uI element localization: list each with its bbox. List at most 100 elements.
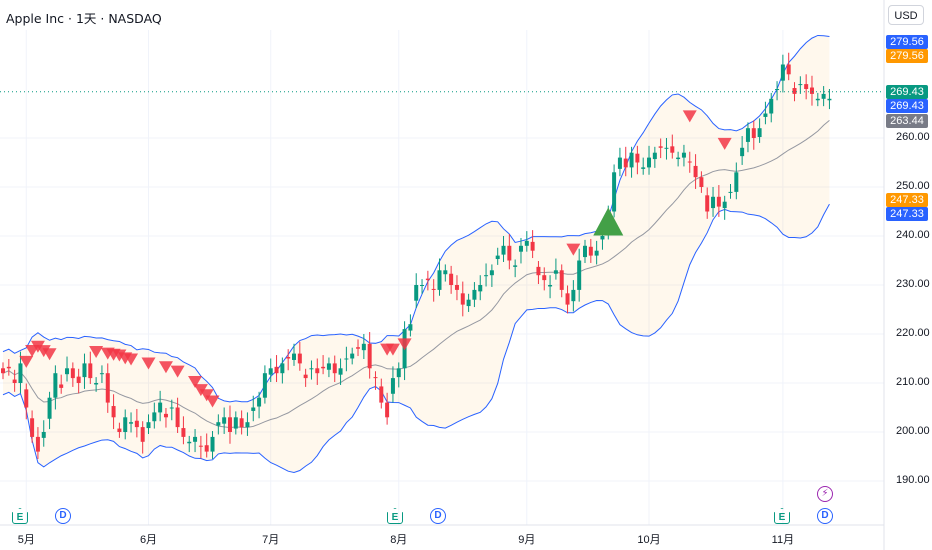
candle — [88, 351, 93, 384]
candle — [111, 394, 116, 430]
candle-body — [740, 147, 745, 157]
candle-body — [1, 368, 5, 374]
candle — [769, 92, 774, 123]
candle — [518, 237, 523, 264]
candle-body — [181, 428, 186, 437]
candle-body — [361, 343, 366, 351]
candle — [652, 146, 657, 168]
candle-body — [815, 98, 820, 101]
signal-markers — [19, 110, 732, 408]
candle — [268, 358, 273, 383]
candle — [495, 247, 500, 265]
sell-signal-marker — [385, 343, 400, 356]
candle-body — [518, 245, 523, 252]
candle — [716, 185, 721, 217]
y-tick-label: 190.00 — [896, 474, 930, 486]
candle — [775, 81, 780, 101]
earnings-event-icon[interactable]: E — [774, 508, 790, 524]
candle — [821, 86, 826, 107]
candle-body — [303, 374, 308, 379]
dividend-event-icon[interactable]: D — [55, 508, 71, 524]
candle — [65, 356, 70, 382]
candle-body — [210, 436, 215, 452]
candle — [47, 391, 52, 430]
candle — [303, 368, 308, 387]
candle-body — [501, 245, 506, 255]
candle-body — [745, 128, 750, 142]
candle — [635, 145, 640, 175]
candle — [676, 151, 681, 167]
candle-body — [59, 384, 64, 388]
price-tag: 279.56 — [886, 49, 928, 64]
split-event-icon[interactable]: ⚡ — [817, 486, 833, 502]
candle — [780, 54, 785, 93]
candle — [356, 339, 361, 357]
candle — [222, 407, 227, 434]
candle-body — [105, 373, 110, 403]
price-candles[interactable] — [1, 52, 832, 459]
candle — [786, 52, 791, 81]
candle — [594, 240, 599, 265]
candle-body — [513, 265, 518, 267]
candle-body — [41, 432, 46, 438]
candle-body — [227, 417, 232, 432]
dividend-event-icon[interactable]: D — [430, 508, 446, 524]
band-lower — [2, 203, 830, 474]
candle — [292, 343, 296, 366]
candle — [396, 362, 401, 388]
earnings-event-icon[interactable]: E — [12, 508, 28, 524]
x-tick-label: 6月 — [139, 534, 158, 546]
candle-body — [472, 289, 477, 300]
candle — [99, 365, 104, 383]
candle — [647, 145, 652, 175]
candle — [216, 414, 221, 435]
candle — [204, 433, 209, 458]
candle-body — [280, 363, 285, 374]
candle — [623, 146, 628, 177]
candle-body — [414, 285, 419, 301]
candle-body — [65, 368, 70, 375]
sell-signal-marker — [141, 357, 156, 370]
candle-body — [699, 177, 704, 187]
candle-body — [274, 366, 279, 374]
candle — [472, 282, 477, 308]
candle — [449, 265, 454, 294]
candle — [687, 151, 692, 173]
candle-body — [623, 158, 628, 168]
dividend-event-icon[interactable]: D — [817, 508, 833, 524]
candle — [792, 82, 797, 102]
candle-body — [711, 196, 716, 209]
chart-grid — [0, 30, 884, 525]
candle-body — [70, 368, 75, 379]
candle — [513, 259, 518, 278]
candle-body — [204, 445, 209, 452]
currency-button[interactable]: USD — [888, 5, 924, 25]
candle-body — [664, 147, 669, 149]
candle-body — [809, 87, 814, 94]
sell-signal-marker — [397, 338, 412, 351]
candle-body — [571, 289, 576, 302]
candle — [722, 195, 727, 220]
candle — [664, 138, 669, 160]
candle-body — [47, 397, 52, 419]
candle — [583, 239, 587, 263]
candle — [239, 410, 244, 435]
candle-body — [681, 152, 686, 158]
candle — [414, 273, 419, 309]
candle — [425, 270, 430, 291]
y-tick-label: 250.00 — [896, 180, 930, 192]
candle — [35, 427, 40, 459]
candle — [76, 368, 81, 394]
candle — [30, 410, 35, 443]
candle — [443, 264, 448, 282]
candle — [693, 154, 698, 189]
candle-body — [251, 407, 256, 411]
candle — [629, 146, 634, 178]
candle-body — [827, 98, 832, 101]
candle-body — [163, 413, 168, 418]
earnings-event-icon[interactable]: E — [387, 508, 403, 524]
candle — [466, 293, 471, 312]
candle-body — [6, 366, 11, 369]
candle — [321, 355, 326, 375]
